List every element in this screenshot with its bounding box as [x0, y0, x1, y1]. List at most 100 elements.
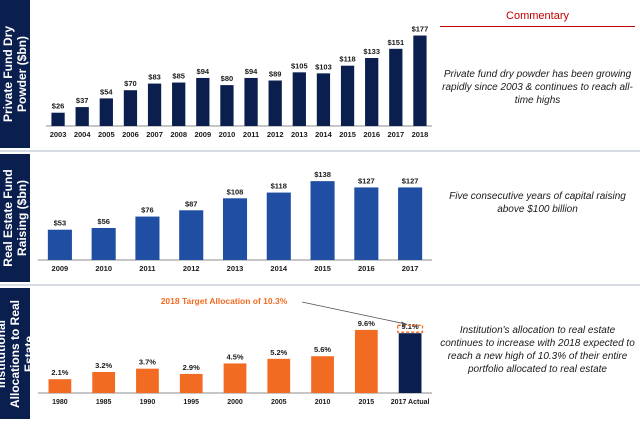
dry-powder-data-label: $94: [197, 67, 210, 76]
allocations-data-label: 4.5%: [226, 352, 243, 361]
panel-label-fund-raising-text: Real Estate Fund Raising ($bn): [1, 169, 29, 267]
dry-powder-tick-label: 2006: [122, 130, 139, 139]
dry-powder-tick-label: 2017: [387, 130, 404, 139]
dry-powder-tick-label: 2013: [291, 130, 308, 139]
fund-raising-bar: [135, 216, 160, 260]
fund-raising-tick-label: 2012: [183, 264, 200, 273]
panel-label-dry-powder-text: Private Fund Dry Powder ($bn): [1, 25, 29, 123]
allocations-target-arrowhead: [401, 321, 408, 327]
dry-powder-tick-label: 2014: [315, 130, 333, 139]
dry-powder-tick-label: 2012: [267, 130, 284, 139]
dry-powder-tick-label: 2018: [412, 130, 429, 139]
dry-powder-data-label: $103: [315, 62, 332, 71]
fund-raising-data-label: $127: [358, 176, 375, 185]
dry-powder-bar: [196, 77, 210, 126]
dry-powder-data-label: $118: [339, 55, 355, 64]
allocations-tick-label: 2005: [271, 399, 287, 406]
fund-raising-tick-label: 2013: [227, 264, 244, 273]
dry-powder-data-label: $83: [148, 73, 161, 82]
dry-powder-bar: [75, 107, 89, 126]
dry-powder-data-label: $26: [52, 102, 65, 111]
dry-powder-data-label: $54: [100, 87, 113, 96]
dry-powder-bar: [413, 35, 427, 126]
fund-raising-tick-label: 2017: [402, 264, 419, 273]
dry-powder-bar: [123, 90, 138, 126]
dry-powder-bar: [51, 112, 65, 126]
allocations-data-label: 3.2%: [95, 361, 112, 370]
allocations-bar: [398, 333, 422, 393]
dry-powder-data-label: $37: [76, 96, 89, 105]
commentary-rule: [440, 26, 635, 27]
allocations-target-arrow: [301, 301, 408, 325]
commentary-text-2: Five consecutive years of capital raisin…: [449, 191, 626, 215]
allocations-tick-label: 1985: [96, 399, 112, 406]
dry-powder-bar: [220, 85, 234, 126]
allocations-tick-label: 2015: [359, 399, 375, 406]
dry-powder-bar: [389, 48, 403, 127]
allocations-target-box: [397, 324, 424, 333]
fund-raising-data-label: $108: [227, 187, 244, 196]
chart-fund-raising-area: $53 2009 $56 2010 $76 2011 $87 2012 $108 2013 $118…: [34, 154, 434, 282]
fund-raising-data-label: $87: [185, 199, 198, 208]
allocations-data-label: 9.6%: [358, 319, 375, 328]
chart-dry-powder: $26 2003 $37 2004 $54 2005 $70 2006 $83 2007 $85 20…: [46, 25, 432, 139]
dry-powder-bar: [172, 82, 186, 126]
divider-1: [0, 150, 640, 152]
dry-powder-tick-label: 2011: [243, 130, 259, 139]
allocations-tick-label: 2010: [315, 399, 331, 406]
fund-raising-tick-label: 2011: [139, 264, 155, 273]
allocations-data-label: 5.2%: [270, 348, 287, 357]
chart-allocations: 2.1% 1980 3.2% 1985 3.7% 1990 2.9% 1995 4.5% 2000…: [38, 296, 432, 406]
chart-allocations-area: 2.1% 1980 3.2% 1985 3.7% 1990 2.9% 1995 4.5% 2000…: [34, 288, 434, 419]
fund-raising-tick-label: 2009: [52, 264, 69, 273]
fund-raising-bar: [354, 187, 379, 260]
fund-raising-data-label: $138: [314, 170, 331, 179]
dry-powder-data-label: $105: [291, 61, 308, 70]
dry-powder-bar: [340, 65, 355, 126]
allocations-bar: [92, 371, 116, 393]
fund-raising-data-label: $76: [141, 206, 154, 215]
fund-raising-bar: [47, 229, 72, 260]
fund-raising-data-label: $56: [97, 217, 110, 226]
fund-raising-tick-label: 2014: [270, 264, 288, 273]
dry-powder-bar: [268, 80, 282, 126]
allocations-tick-label: 1980: [52, 399, 68, 406]
dry-powder-data-label: $89: [269, 70, 282, 79]
dry-powder-data-label: $177: [412, 25, 429, 34]
dry-powder-data-label: $85: [172, 72, 185, 81]
dry-powder-bar: [244, 77, 258, 126]
allocations-bar: [48, 379, 72, 393]
fund-raising-data-label: $118: [271, 182, 287, 191]
fund-raising-bar: [310, 181, 335, 260]
allocations-bar: [354, 329, 378, 393]
allocations-tick-label: 2017 Actual: [391, 399, 430, 406]
divider-2: [0, 284, 640, 286]
allocations-bar: [136, 368, 159, 393]
dry-powder-data-label: $94: [245, 67, 258, 76]
allocations-tick-label: 1990: [140, 399, 156, 406]
dry-powder-tick-label: 2016: [363, 130, 380, 139]
dry-powder-tick-label: 2015: [339, 130, 356, 139]
fund-raising-tick-label: 2010: [95, 264, 112, 273]
fund-raising-bar: [266, 192, 291, 260]
fund-raising-bar: [91, 228, 116, 260]
allocations-bar: [223, 363, 247, 393]
allocations-data-label: 9.1%: [402, 322, 419, 331]
dry-powder-bar: [316, 73, 331, 126]
dry-powder-bar: [365, 58, 379, 127]
fund-raising-bar: [398, 187, 423, 260]
panel-fund-raising: Real Estate Fund Raising ($bn) $53 2009 $5…: [0, 154, 640, 282]
allocations-target-annotation: 2018 Target Allocation of 10.3%: [161, 296, 288, 306]
allocations-data-label: 3.7%: [139, 358, 156, 367]
dry-powder-tick-label: 2010: [219, 130, 236, 139]
chart-fund-raising: $53 2009 $56 2010 $76 2011 $87 2012 $108 2013 $118…: [38, 170, 432, 273]
allocations-tick-label: 2000: [227, 399, 243, 406]
fund-raising-data-label: $53: [54, 219, 67, 228]
fund-raising-tick-label: 2016: [358, 264, 375, 273]
panel-dry-powder: Private Fund Dry Powder ($bn) $26 2003 $37…: [0, 0, 640, 148]
dry-powder-tick-label: 2005: [98, 130, 115, 139]
fund-raising-tick-label: 2015: [314, 264, 331, 273]
fund-raising-bar: [222, 198, 248, 260]
allocations-data-label: 2.1%: [51, 368, 68, 377]
fund-raising-bar: [179, 210, 204, 260]
